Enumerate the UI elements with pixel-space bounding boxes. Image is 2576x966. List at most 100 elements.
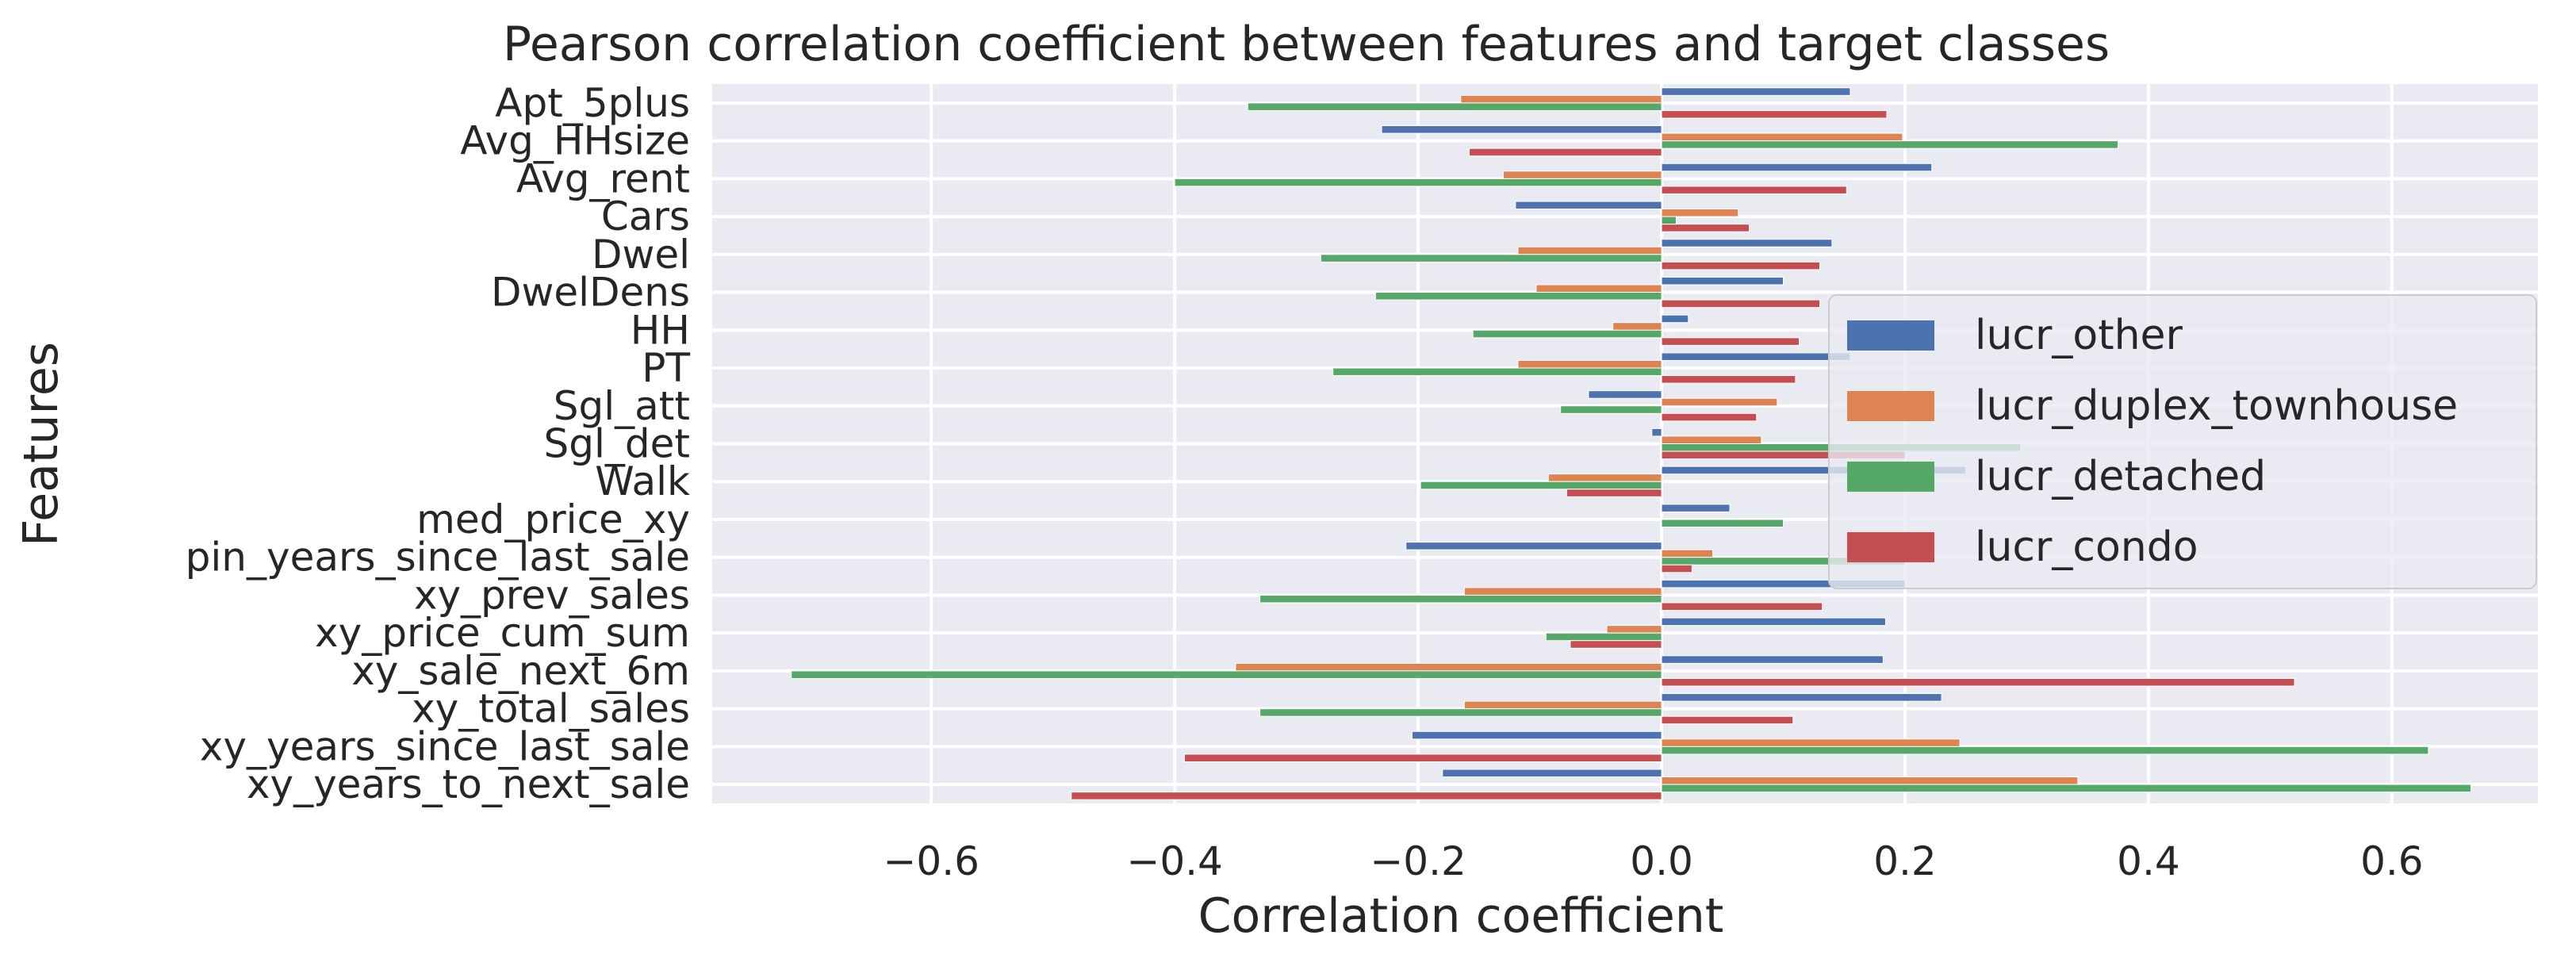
y-tick-label: pin_years_since_last_sale	[186, 535, 690, 581]
bar-lucr_condo-xy_sale_next_6m	[1661, 677, 2295, 687]
bar-lucr_other-xy_price_cum_sum	[1661, 617, 1886, 627]
y-tick-label: PT	[642, 345, 690, 391]
bar-lucr_condo-Sgl_att	[1661, 412, 1758, 422]
bar-lucr_detached-PT	[1332, 367, 1662, 377]
y-tick-label: xy_sale_next_6m	[351, 648, 690, 694]
bar-lucr_other-med_price_xy	[1661, 504, 1731, 512]
bar-lucr_duplex_townhouse-Dwel	[1517, 246, 1662, 255]
y-tick-label: xy_years_since_last_sale	[200, 723, 690, 769]
y-tick-label: DwelDens	[491, 270, 690, 316]
bar-lucr_duplex_townhouse-Sgl_det	[1661, 435, 1762, 445]
y-tick-label: Cars	[601, 194, 690, 240]
bar-lucr_condo-Cars	[1661, 224, 1750, 232]
bar-lucr_duplex_townhouse-Sgl_att	[1661, 397, 1778, 407]
bar-lucr_duplex_townhouse-Cars	[1661, 209, 1739, 217]
bar-lucr_condo-HH	[1661, 337, 1800, 346]
bar-lucr_detached-xy_years_since_last_sale	[1661, 746, 2429, 755]
x-tick-label: 0.4	[2117, 838, 2180, 884]
x-tick-label: 0.6	[2360, 838, 2424, 884]
bar-lucr_duplex_townhouse-pin_years_since_last_sale	[1661, 549, 1713, 558]
bar-lucr_other-Cars	[1515, 201, 1662, 210]
legend-label-lucr_duplex_townhouse: lucr_duplex_townhouse	[1975, 382, 2458, 430]
legend-label-lucr_condo: lucr_condo	[1975, 523, 2198, 571]
y-tick-label: xy_prev_sales	[414, 572, 690, 618]
x-tick-label: 0.0	[1630, 838, 1693, 884]
y-tick-label: Sgl_det	[544, 421, 690, 467]
bar-lucr_duplex_townhouse-xy_total_sales	[1463, 700, 1662, 710]
x-tick-label: 0.2	[1873, 838, 1937, 884]
x-tick-labels: −0.6 −0.4 −0.2 0.0 0.2 0.4 0.6	[884, 838, 2424, 884]
bar-lucr_condo-Walk	[1566, 489, 1662, 497]
legend: lucr_other lucr_duplex_townhouse lucr_deta…	[1828, 294, 2537, 589]
bar-lucr_condo-pin_years_since_last_sale	[1661, 564, 1692, 573]
y-tick-label: Avg_HHsize	[460, 118, 690, 164]
bar-lucr_duplex_townhouse-xy_prev_sales	[1463, 587, 1662, 596]
bar-lucr_duplex_townhouse-xy_sale_next_6m	[1235, 662, 1662, 672]
y-tick-label: HH	[631, 307, 690, 353]
y-tick-label: xy_price_cum_sum	[315, 610, 690, 656]
bar-lucr_condo-xy_prev_sales	[1661, 602, 1823, 611]
bar-lucr_other-xy_years_since_last_sale	[1411, 730, 1662, 740]
legend-swatch-lucr_other	[1847, 320, 1934, 351]
bar-lucr_duplex_townhouse-xy_years_to_next_sale	[1661, 776, 2079, 785]
bar-lucr_condo-xy_total_sales	[1661, 715, 1794, 725]
bar-lucr_duplex_townhouse-Avg_HHsize	[1661, 132, 1903, 142]
bar-lucr_condo-PT	[1661, 375, 1796, 384]
bar-lucr_other-Apt_5plus	[1661, 87, 1851, 96]
bar-lucr_duplex_townhouse-Avg_rent	[1503, 171, 1662, 179]
x-tick-label: −0.4	[1126, 838, 1222, 884]
bar-lucr_duplex_townhouse-Walk	[1547, 473, 1662, 482]
legend-swatch-lucr_duplex_townhouse	[1847, 391, 1934, 421]
bar-lucr_duplex_townhouse-HH	[1612, 322, 1662, 331]
y-tick-label: Avg_rent	[516, 155, 690, 201]
bar-lucr_other-Avg_HHsize	[1381, 125, 1662, 134]
y-tick-label: xy_total_sales	[412, 686, 690, 732]
chart-title: Pearson correlation coefficient between …	[503, 17, 2110, 72]
bar-lucr_duplex_townhouse-xy_years_since_last_sale	[1661, 738, 1961, 747]
y-tick-labels: Apt_5plusAvg_HHsizeAvg_rentCarsDwelDwelD…	[186, 80, 691, 807]
bar-lucr_other-Sgl_det	[1651, 427, 1662, 437]
bar-lucr_detached-xy_sale_next_6m	[791, 670, 1662, 679]
y-tick-label: Sgl_att	[554, 383, 690, 429]
bar-lucr_condo-xy_years_since_last_sale	[1183, 753, 1662, 762]
bar-lucr_condo-xy_years_to_next_sale	[1071, 792, 1662, 800]
x-axis-label: Correlation coefficient	[1198, 888, 1724, 944]
bar-lucr_duplex_townhouse-DwelDens	[1535, 284, 1662, 293]
legend-swatch-lucr_detached	[1847, 462, 1934, 492]
bar-lucr_other-xy_sale_next_6m	[1661, 655, 1884, 664]
bar-lucr_detached-Avg_HHsize	[1661, 140, 2119, 149]
bar-lucr_condo-Apt_5plus	[1661, 109, 1888, 119]
bar-lucr_other-xy_total_sales	[1661, 693, 1942, 702]
legend-box	[1828, 294, 2537, 589]
bar-lucr_detached-Apt_5plus	[1247, 102, 1662, 111]
bars	[791, 87, 2472, 800]
bar-lucr_detached-Cars	[1661, 216, 1677, 225]
bar-lucr_detached-xy_price_cum_sum	[1545, 632, 1662, 642]
legend-label-lucr_other: lucr_other	[1975, 312, 2183, 359]
bar-lucr_other-DwelDens	[1661, 276, 1784, 286]
bar-lucr_other-xy_years_to_next_sale	[1442, 769, 1662, 778]
bar-lucr_detached-Sgl_att	[1560, 405, 1662, 414]
bar-lucr_condo-Avg_rent	[1661, 186, 1847, 194]
bar-lucr_other-pin_years_since_last_sale	[1405, 542, 1662, 550]
y-tick-label: Walk	[595, 458, 690, 504]
bar-lucr_detached-xy_prev_sales	[1259, 594, 1662, 604]
bar-lucr_detached-HH	[1472, 329, 1662, 339]
bar-lucr_other-Avg_rent	[1661, 163, 1933, 172]
bar-lucr_detached-xy_total_sales	[1259, 708, 1662, 717]
bar-lucr_condo-DwelDens	[1661, 299, 1821, 309]
bar-lucr_detached-DwelDens	[1374, 292, 1662, 301]
bar-lucr_condo-xy_price_cum_sum	[1570, 640, 1662, 649]
bar-lucr_other-PT	[1661, 352, 1851, 361]
x-tick-label: −0.2	[1370, 838, 1466, 884]
y-tick-label: Apt_5plus	[495, 80, 690, 126]
bar-lucr_condo-Dwel	[1661, 261, 1821, 270]
bar-lucr_duplex_townhouse-Apt_5plus	[1460, 94, 1662, 104]
bar-lucr_other-Dwel	[1661, 239, 1833, 247]
x-tick-label: −0.6	[884, 838, 979, 884]
bar-lucr_detached-med_price_xy	[1661, 519, 1784, 528]
y-axis-label: Features	[13, 342, 69, 546]
bar-lucr_other-Sgl_att	[1588, 390, 1662, 399]
bar-lucr_detached-Dwel	[1320, 254, 1662, 263]
